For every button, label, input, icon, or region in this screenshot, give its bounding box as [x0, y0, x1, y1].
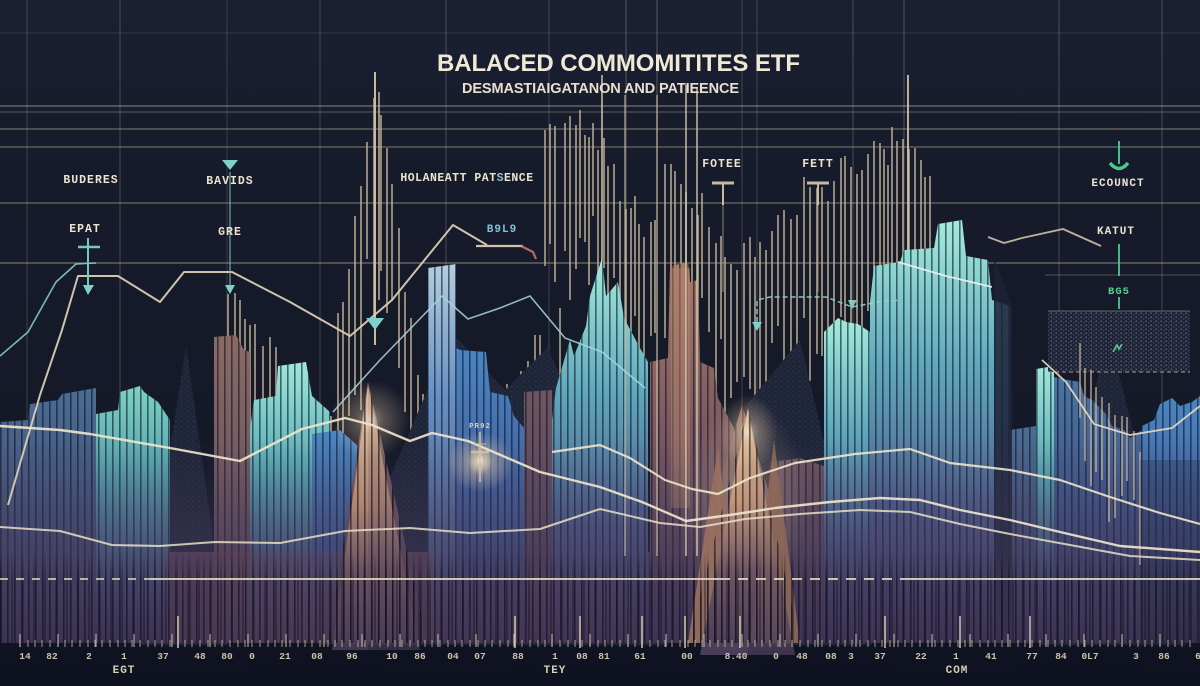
svg-text:1: 1 — [953, 651, 959, 662]
svg-text:EGT: EGT — [113, 665, 136, 677]
svg-text:04: 04 — [447, 651, 459, 662]
svg-text:8.40: 8.40 — [725, 651, 748, 662]
svg-text:3: 3 — [1133, 651, 1139, 662]
svg-text:B9L9: B9L9 — [487, 224, 517, 236]
svg-text:BAVIDS: BAVIDS — [206, 175, 253, 188]
svg-text:07: 07 — [474, 651, 486, 662]
svg-text:KATUT: KATUT — [1097, 226, 1135, 238]
svg-text:88: 88 — [512, 651, 524, 662]
svg-text:84: 84 — [1055, 651, 1067, 662]
svg-text:BALACED COMMOMITITES ETF: BALACED COMMOMITITES ETF — [437, 50, 800, 77]
svg-text:41: 41 — [985, 651, 997, 662]
svg-text:61: 61 — [634, 651, 646, 662]
svg-text:COM: COM — [946, 665, 969, 677]
svg-text:ECOUNCT: ECOUNCT — [1091, 178, 1144, 190]
svg-text:BUDERES: BUDERES — [63, 174, 118, 187]
svg-text:77: 77 — [1026, 651, 1038, 662]
svg-text:6: 6 — [1195, 651, 1200, 662]
svg-text:TEY: TEY — [544, 665, 567, 677]
svg-text:14: 14 — [19, 651, 31, 662]
svg-text:86: 86 — [1158, 651, 1170, 662]
svg-text:BG5: BG5 — [1108, 286, 1130, 298]
svg-text:37: 37 — [157, 651, 169, 662]
svg-text:DESMASTIAIGATANON AND PATIEENC: DESMASTIAIGATANON AND PATIEENCE — [462, 81, 739, 97]
svg-text:0: 0 — [249, 651, 255, 662]
svg-text:0L7: 0L7 — [1081, 651, 1098, 662]
svg-text:HOLANEATT PATSENCE: HOLANEATT PATSENCE — [400, 172, 533, 185]
svg-text:EPAT: EPAT — [69, 223, 101, 236]
svg-text:86: 86 — [414, 651, 426, 662]
svg-text:00: 00 — [681, 651, 693, 662]
svg-text:08: 08 — [311, 651, 323, 662]
svg-text:FETT: FETT — [802, 158, 834, 171]
svg-text:48: 48 — [796, 651, 808, 662]
svg-text:81: 81 — [598, 651, 610, 662]
svg-text:21: 21 — [279, 651, 291, 662]
svg-text:3: 3 — [848, 651, 854, 662]
svg-text:80: 80 — [221, 651, 233, 662]
svg-text:37: 37 — [874, 651, 886, 662]
svg-text:1: 1 — [552, 651, 558, 662]
svg-text:GRE: GRE — [218, 226, 242, 239]
svg-text:22: 22 — [915, 651, 927, 662]
svg-text:PR92: PR92 — [469, 423, 491, 431]
svg-text:2: 2 — [86, 651, 92, 662]
svg-text:48: 48 — [194, 651, 206, 662]
svg-text:96: 96 — [346, 651, 358, 662]
svg-text:FOTEE: FOTEE — [702, 158, 742, 171]
svg-text:0: 0 — [773, 651, 779, 662]
svg-text:82: 82 — [46, 651, 58, 662]
svg-text:08: 08 — [825, 651, 837, 662]
svg-text:1: 1 — [121, 651, 127, 662]
svg-text:10: 10 — [386, 651, 398, 662]
svg-text:08: 08 — [576, 651, 588, 662]
